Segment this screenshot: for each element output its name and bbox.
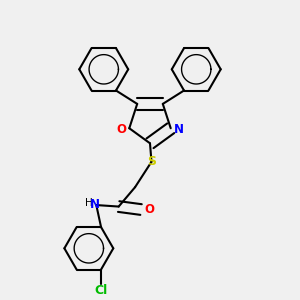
Text: Cl: Cl <box>94 284 108 298</box>
Text: N: N <box>90 198 100 211</box>
Text: H: H <box>85 198 93 208</box>
Text: S: S <box>147 155 156 168</box>
Text: O: O <box>116 123 126 136</box>
Text: O: O <box>144 203 154 216</box>
Text: N: N <box>174 123 184 136</box>
